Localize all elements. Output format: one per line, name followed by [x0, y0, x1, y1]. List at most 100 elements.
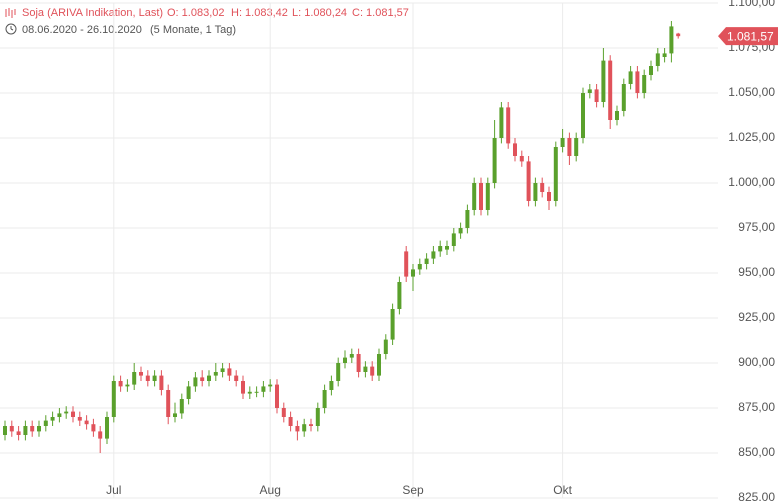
candle-body [84, 420, 89, 425]
last-price-label: 1.081,57 [727, 29, 774, 43]
candle-body [295, 426, 300, 432]
candle-body [16, 431, 21, 435]
candle-body [3, 426, 7, 435]
candle-body [560, 138, 565, 147]
candle-body [628, 71, 633, 84]
y-tick-label: 925,00 [738, 310, 775, 324]
candle-body [343, 357, 347, 363]
candle-body [445, 246, 449, 250]
candle-body [247, 391, 252, 394]
candle-body [166, 390, 171, 417]
candle-body [356, 354, 361, 372]
y-tick-label: 825,00 [738, 490, 775, 501]
y-tick-label: 900,00 [738, 355, 775, 369]
candle-body [213, 372, 218, 376]
y-tick-label: 1.100,00 [728, 0, 775, 9]
candle-body [275, 384, 279, 408]
date-span: (5 Monate, 1 Tag) [150, 24, 236, 36]
candle-body [200, 377, 205, 381]
candle-body [98, 431, 103, 439]
x-tick-label: Okt [553, 483, 572, 497]
candle-body [621, 84, 626, 111]
ohlc-close: C: 1.081,57 [352, 7, 409, 19]
candle-body [397, 282, 402, 309]
candle-body [329, 381, 334, 390]
candle-body [9, 426, 14, 432]
candle-body [152, 375, 157, 381]
candle-body [526, 161, 531, 201]
candle-body [125, 384, 130, 387]
candle-body [404, 251, 409, 277]
ohlc-open: O: 1.083,02 [167, 7, 225, 19]
candle-body [438, 246, 443, 252]
candle-body [479, 183, 483, 210]
candle-body [254, 391, 259, 393]
candle-body [30, 426, 35, 432]
candle-body [322, 390, 327, 408]
candle-body [513, 143, 517, 156]
x-tick-label: Sep [402, 483, 424, 497]
candle-body [390, 309, 395, 340]
candle-body [669, 26, 674, 54]
candle-body [105, 417, 109, 439]
candle-body [635, 71, 640, 93]
candle-body [594, 89, 599, 102]
candle-body [587, 89, 592, 93]
candle-body [465, 210, 470, 228]
candle-body [458, 228, 463, 234]
candle-body [676, 33, 681, 37]
candle-body [472, 183, 477, 210]
candle-body [492, 138, 497, 183]
candle-body [118, 381, 123, 387]
y-tick-label: 1.050,00 [728, 85, 775, 99]
candle-body [281, 408, 286, 417]
candle-body [71, 411, 75, 417]
y-tick-label: 875,00 [738, 400, 775, 414]
header-icon [5, 8, 16, 18]
date-range: 08.06.2020 - 26.10.2020 [22, 24, 142, 36]
candle-body [91, 424, 96, 432]
candle-body [540, 183, 545, 192]
candle-body [499, 107, 504, 138]
candle-body [506, 107, 511, 144]
y-tick-label: 850,00 [738, 445, 775, 459]
candle-body [451, 233, 456, 246]
candle-body [179, 399, 184, 414]
candle-body [139, 372, 143, 376]
x-tick-label: Jul [106, 483, 121, 497]
candle-body [363, 366, 368, 372]
candle-body [431, 251, 436, 259]
y-tick-label: 1.025,00 [728, 130, 775, 144]
candle-body [193, 377, 198, 387]
x-tick-label: Aug [260, 483, 281, 497]
candle-body [50, 417, 55, 421]
candle-body [567, 138, 572, 156]
candle-body [64, 411, 69, 414]
candle-body [57, 413, 62, 417]
last-price-tag [718, 27, 778, 46]
candle-body [411, 269, 415, 277]
candle-body [642, 75, 647, 93]
clock-icon [5, 23, 17, 35]
candle-body [173, 413, 177, 417]
candle-body [241, 381, 245, 394]
candle-body [132, 372, 137, 385]
candle-body [377, 354, 381, 376]
candle-body [424, 258, 429, 264]
ohlc-high: H: 1.083,42 [231, 7, 288, 19]
candle-body [581, 93, 585, 138]
candle-body [349, 354, 354, 358]
candle-body [309, 424, 313, 426]
y-tick-label: 1.000,00 [728, 175, 775, 189]
candle-body [574, 138, 579, 156]
candle-body [601, 60, 606, 102]
candle-body [608, 60, 613, 120]
y-tick-label: 950,00 [738, 265, 775, 279]
candle-body [547, 192, 551, 201]
chart-title: Soja (ARIVA Indikation, Last) [22, 7, 163, 19]
candle-body [485, 183, 490, 210]
candle-body [615, 111, 619, 120]
candle-body [662, 53, 667, 57]
